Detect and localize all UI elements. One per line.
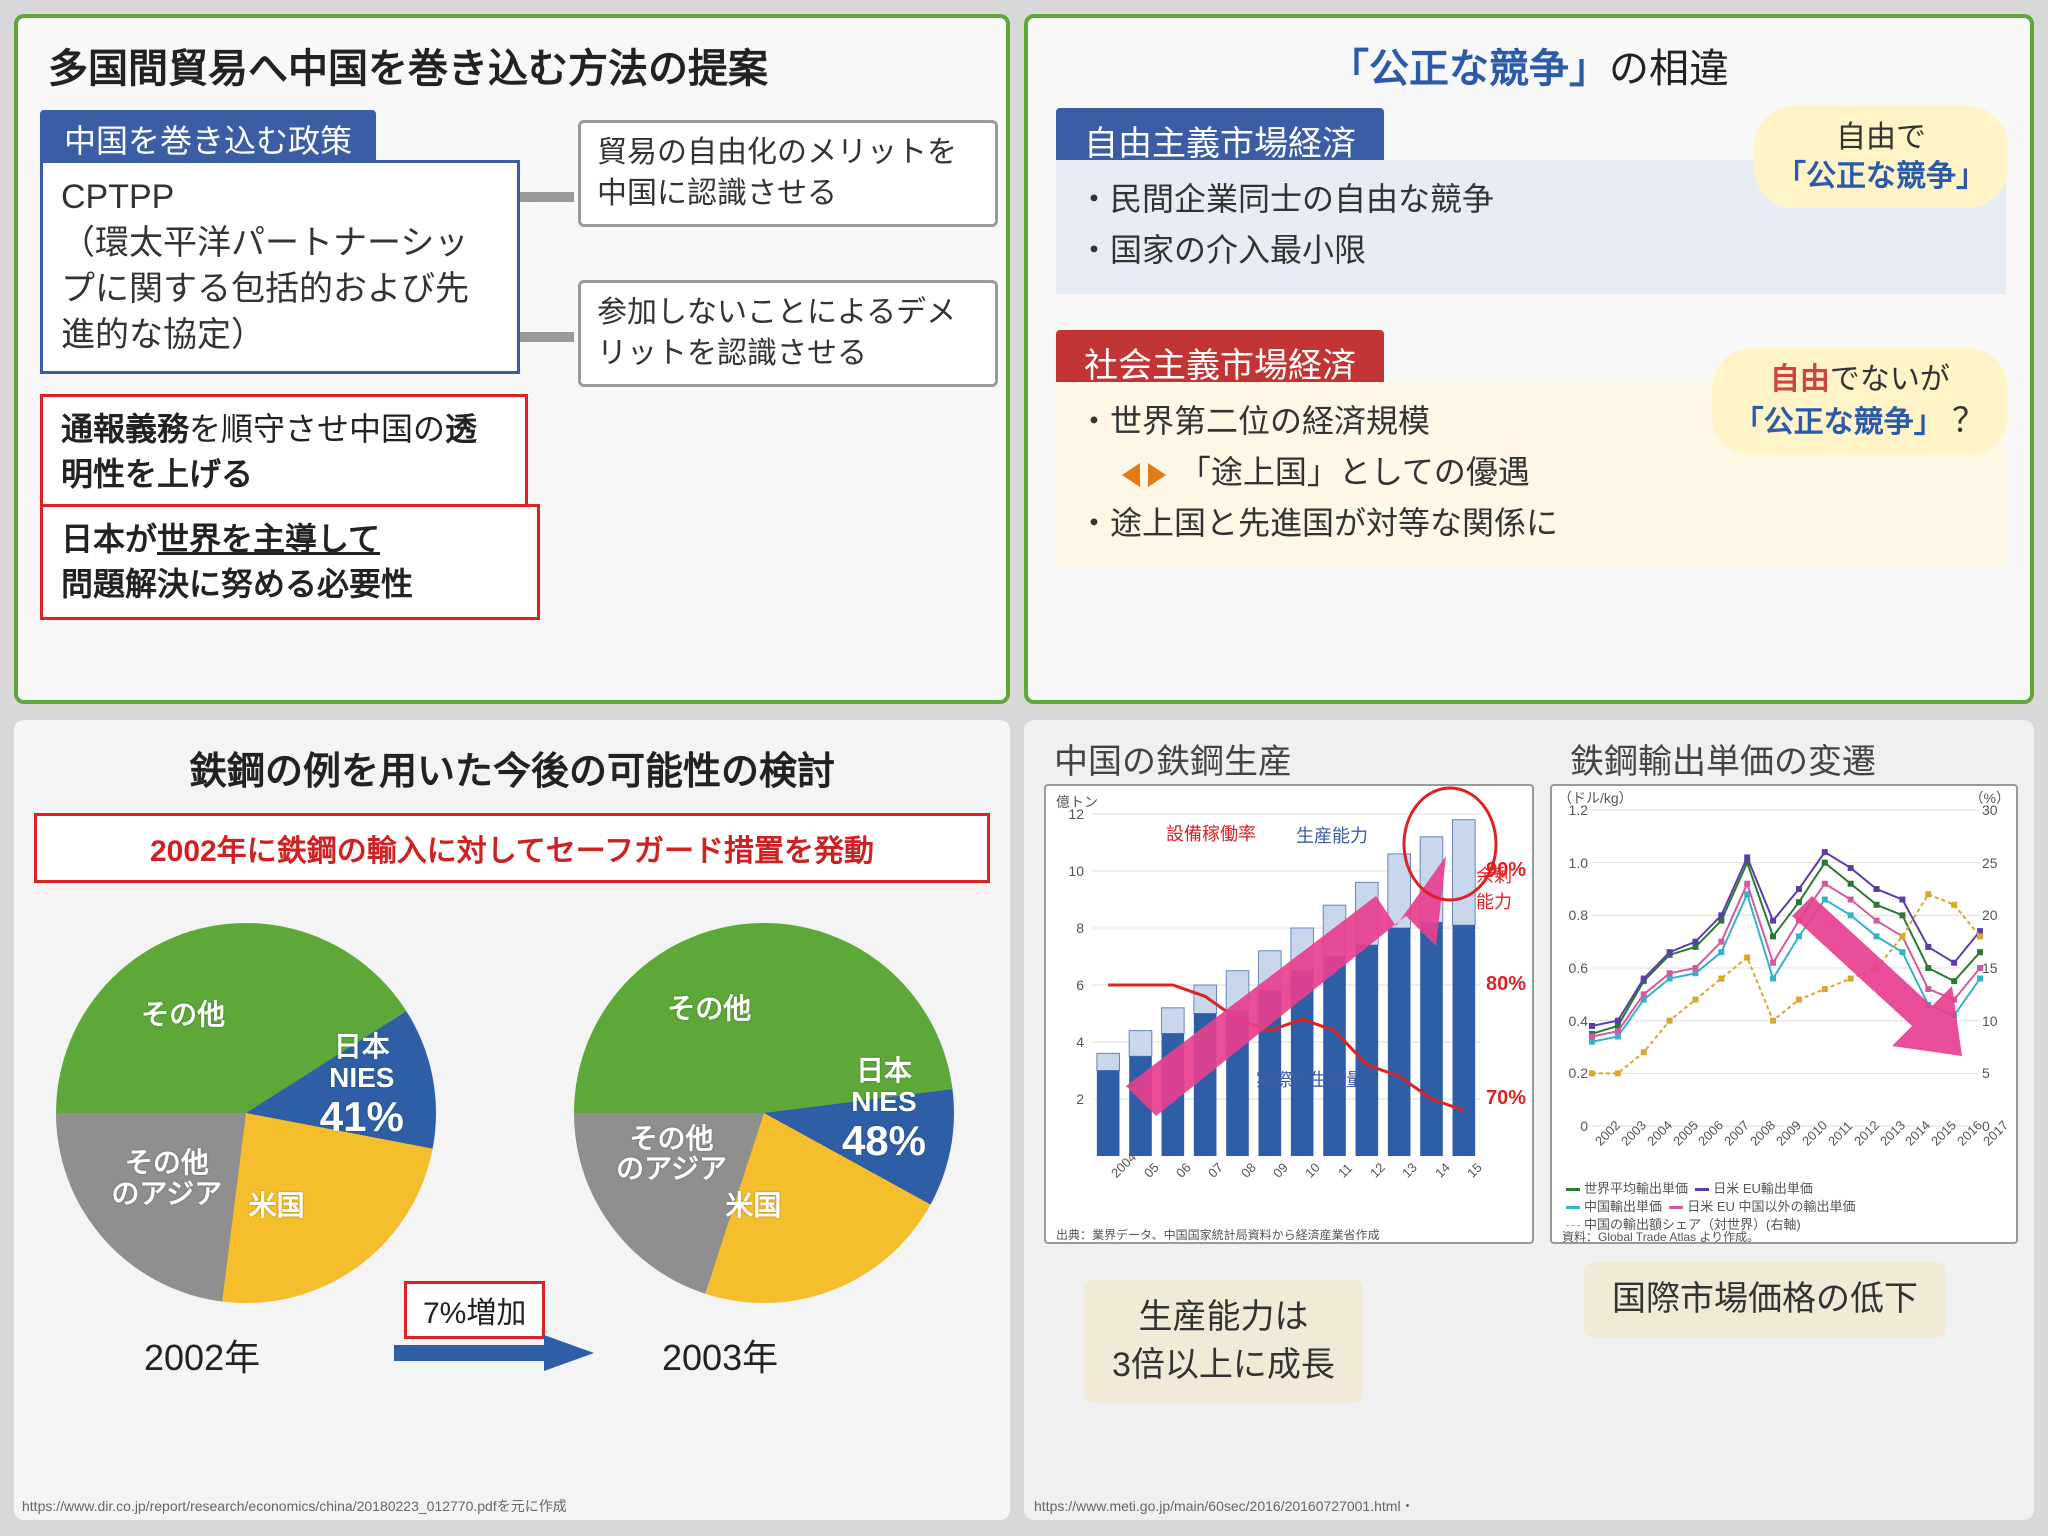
t: 途上国と先進国が対等な関係に <box>1110 505 1558 541</box>
t: 自由 <box>1770 363 1830 396</box>
t: 「公正な競争」 <box>1734 406 1944 439</box>
callout-price-drop: 国際市場価格の低下 <box>1584 1262 1946 1338</box>
t: ？ <box>1952 402 1986 440</box>
t: 民間企業同士の自由な競争 <box>1110 181 1494 217</box>
merit-box: 貿易の自由化のメリットを中国に認識させる <box>578 120 998 227</box>
t: 「途上国」としての優遇 <box>1179 454 1530 490</box>
panel1-title: 多国間貿易へ中国を巻き込む方法の提案 <box>18 18 1006 102</box>
demerit-box: 参加しないことによるデメリットを認識させる <box>578 280 998 387</box>
t: 「公正な競争」 <box>1329 47 1609 91</box>
redbox-japan-lead: 日本が世界を主導して問題解決に努める必要性 <box>40 504 540 620</box>
panel3-title: 鉄鋼の例を用いた今後の可能性の検討 <box>14 720 1010 803</box>
callout-growth: 生産能力は3倍以上に成長 <box>1084 1280 1363 1403</box>
connector <box>520 192 574 202</box>
panel2-title: 「公正な競争」の相違 <box>1028 18 2030 100</box>
t: 世界を主導して <box>157 521 380 557</box>
chart1-title: 中国の鉄鋼生産 <box>1054 734 1292 783</box>
li: ・国家の介入最小限 <box>1078 225 1984 276</box>
t: の相違 <box>1609 47 1729 91</box>
chart2-box: 00.20.40.60.81.01.2051015202530（ドル/kg）（%… <box>1550 784 2018 1244</box>
increase-box: 7%増加 <box>404 1281 545 1339</box>
source-text: https://www.meti.go.jp/main/60sec/2016/2… <box>1034 1496 1415 1516</box>
thought-bubble-2: 自由でないが 「公正な競争」 ？ <box>1712 348 2008 455</box>
panel-proposal: 多国間貿易へ中国を巻き込む方法の提案 中国を巻き込む政策 CPTPP（環太平洋パ… <box>14 14 1010 704</box>
t: 自由で <box>1836 121 1926 154</box>
panel-fair-competition: 「公正な競争」の相違 自由主義市場経済 ・民間企業同士の自由な競争 ・国家の介入… <box>1024 14 2034 704</box>
pie-2003: 日本NIES48%米国その他のアジアその他 <box>574 923 954 1303</box>
source-text: https://www.dir.co.jp/report/research/ec… <box>22 1496 567 1516</box>
blue-arrow-icon <box>394 1335 594 1371</box>
panel1-body: 中国を巻き込む政策 CPTPP（環太平洋パートナーシップに関する包括的および先進… <box>18 102 1006 702</box>
cptpp-box: CPTPP（環太平洋パートナーシップに関する包括的および先進的な協定） <box>40 160 520 374</box>
connector <box>520 332 574 342</box>
chart1-box: 24681012億トン70%80%90%20040506070809101112… <box>1044 784 1534 1244</box>
chart2-title: 鉄鋼輸出単価の変遷 <box>1570 734 1876 783</box>
thought-bubble-1: 自由で 「公正な競争」 <box>1754 106 2008 208</box>
panel-steel-pie: 鉄鋼の例を用いた今後の可能性の検討 2002年に鉄鋼の輸入に対してセーフガード措… <box>14 720 1010 1520</box>
year-label-2002: 2002年 <box>144 1329 260 1381</box>
year-label-2003: 2003年 <box>662 1329 778 1381</box>
t: 「公正な競争」 <box>1776 160 1986 193</box>
pie-2002: 日本NIES41%米国その他のアジアその他 <box>56 923 436 1303</box>
t: でないが <box>1830 363 1950 396</box>
redbox-transparency: 通報義務を順守させ中国の透明性を上げる <box>40 394 528 510</box>
panel-steel-charts: 中国の鉄鋼生産 鉄鋼輸出単価の変遷 24681012億トン70%80%90%20… <box>1024 720 2034 1520</box>
t: 世界第二位の経済規模 <box>1110 403 1430 439</box>
panel3-charts: 日本NIES41%米国その他のアジアその他 日本NIES48%米国その他のアジア… <box>14 893 1010 1493</box>
t: 国家の介入最小限 <box>1110 232 1366 268</box>
t: 日本が <box>61 521 157 557</box>
t: を順守させ中国の <box>189 411 445 447</box>
li: ・途上国と先進国が対等な関係に <box>1078 498 1984 549</box>
t: 通報義務 <box>61 411 189 447</box>
t: 問題解決に努める必要性 <box>61 566 413 602</box>
double-arrow-icon <box>1122 463 1166 487</box>
panel3-banner: 2002年に鉄鋼の輸入に対してセーフガード措置を発動 <box>34 813 990 883</box>
